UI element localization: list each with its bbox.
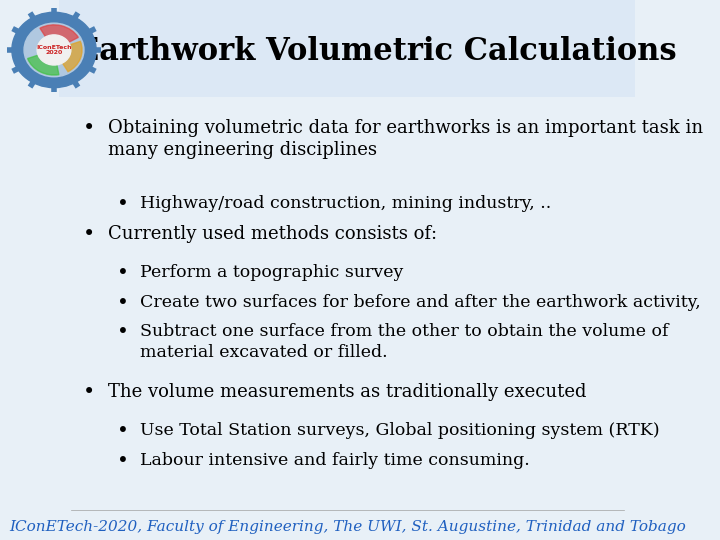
Text: IConETech-2020, Faculty of Engineering, The UWI, St. Augustine, Trinidad and Tob: IConETech-2020, Faculty of Engineering, … (9, 519, 685, 534)
Text: •: • (82, 225, 94, 244)
Text: Highway/road construction, mining industry, ..: Highway/road construction, mining indust… (140, 195, 552, 212)
Text: Labour intensive and fairly time consuming.: Labour intensive and fairly time consumi… (140, 452, 530, 469)
Text: Create two surfaces for before and after the earthwork activity,: Create two surfaces for before and after… (140, 294, 701, 310)
Wedge shape (40, 25, 78, 50)
Wedge shape (54, 42, 82, 72)
Text: IConETech
2020: IConETech 2020 (36, 45, 72, 56)
Text: Subtract one surface from the other to obtain the volume of
material excavated o: Subtract one surface from the other to o… (140, 323, 669, 361)
Text: •: • (117, 452, 129, 471)
Text: •: • (117, 294, 129, 313)
Text: Perform a topographic survey: Perform a topographic survey (140, 264, 403, 281)
Text: The volume measurements as traditionally executed: The volume measurements as traditionally… (108, 383, 587, 401)
Circle shape (37, 35, 71, 65)
Text: •: • (117, 195, 129, 214)
FancyBboxPatch shape (59, 0, 636, 97)
Text: •: • (117, 264, 129, 283)
Circle shape (12, 12, 96, 87)
Wedge shape (27, 50, 59, 75)
Text: Currently used methods consists of:: Currently used methods consists of: (108, 225, 438, 242)
Text: Obtaining volumetric data for earthworks is an important task in
many engineerin: Obtaining volumetric data for earthworks… (108, 119, 703, 159)
Text: •: • (117, 323, 129, 342)
Text: •: • (117, 422, 129, 441)
Text: •: • (82, 383, 94, 402)
Circle shape (24, 23, 84, 77)
Text: •: • (82, 119, 94, 138)
Text: Use Total Station surveys, Global positioning system (RTK): Use Total Station surveys, Global positi… (140, 422, 660, 439)
Text: Earthwork Volumetric Calculations: Earthwork Volumetric Calculations (76, 36, 677, 67)
